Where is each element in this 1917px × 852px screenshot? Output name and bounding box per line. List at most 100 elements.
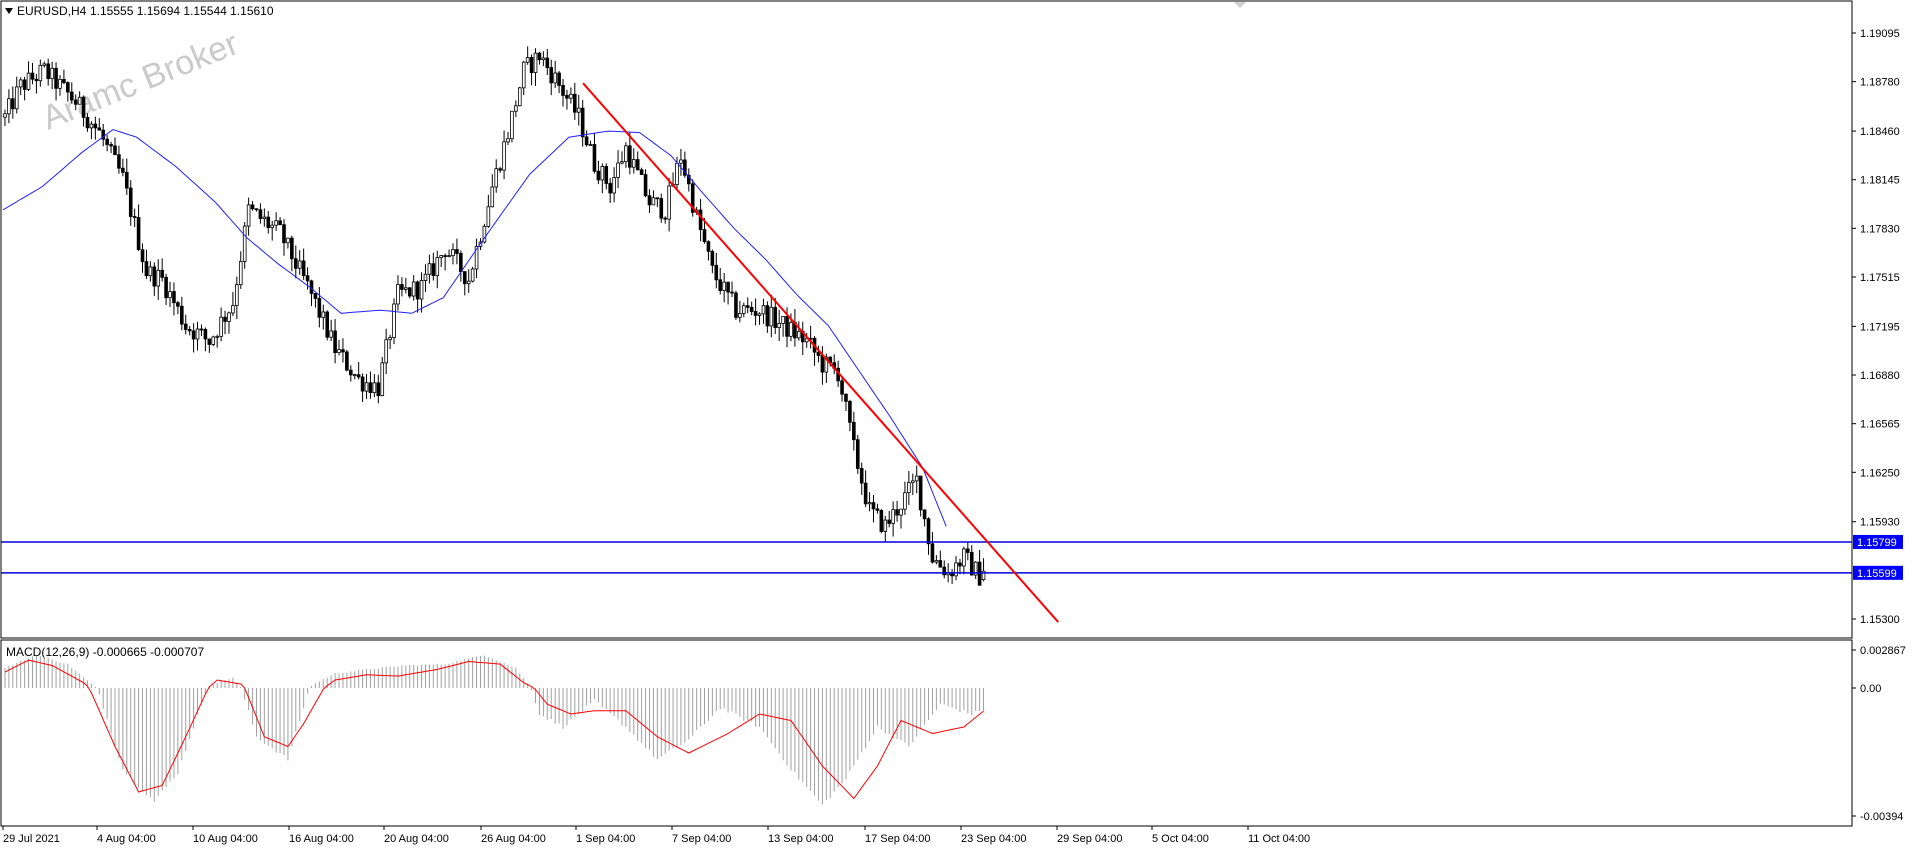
candle-body bbox=[954, 562, 958, 577]
price-candle bbox=[867, 492, 872, 512]
candle-body bbox=[223, 316, 227, 322]
candle-body bbox=[278, 220, 282, 226]
candle-body bbox=[427, 263, 432, 275]
price-candle bbox=[561, 78, 565, 107]
level-price-tag bbox=[1853, 565, 1903, 580]
candle-body bbox=[235, 284, 239, 306]
price-candle bbox=[584, 130, 589, 147]
candle-body bbox=[977, 561, 982, 586]
price-axis[interactable]: 1.19095 1.18780 1.18460 1.18145 1.17830 1.175… bbox=[1852, 28, 1900, 626]
price-candle bbox=[466, 269, 471, 293]
price-candle bbox=[242, 222, 247, 269]
candle-body bbox=[962, 548, 966, 567]
price-candle bbox=[596, 160, 601, 185]
candle-body bbox=[451, 249, 455, 257]
price-candle bbox=[910, 473, 915, 496]
candle-body bbox=[81, 96, 86, 118]
candle-body bbox=[349, 369, 353, 376]
price-candle bbox=[863, 470, 868, 508]
price-candle bbox=[250, 201, 255, 211]
candle-body bbox=[262, 216, 267, 220]
candle-body bbox=[639, 169, 644, 175]
candle-body bbox=[521, 61, 526, 89]
price-candle bbox=[254, 208, 259, 212]
candle-body bbox=[910, 480, 915, 484]
candle-body bbox=[242, 225, 247, 262]
candle-body bbox=[274, 220, 278, 226]
price-candle bbox=[93, 116, 98, 140]
candle-body bbox=[443, 255, 447, 258]
price-candle bbox=[360, 373, 365, 402]
price-candle bbox=[180, 296, 184, 331]
price-candle bbox=[706, 240, 711, 261]
candle-body bbox=[455, 249, 459, 254]
macd-tick-label: 0.00 bbox=[1860, 683, 1881, 695]
price-tick-label: 1.18145 bbox=[1860, 175, 1900, 187]
trendline-layer[interactable] bbox=[582, 82, 1059, 623]
symbol-dropdown-icon[interactable] bbox=[5, 8, 13, 14]
candle-body bbox=[930, 543, 935, 563]
time-axis[interactable]: 29 Jul 2021 4 Aug 04:00 10 Aug 04:00 16 Aug… bbox=[2, 826, 1310, 845]
candle-body bbox=[191, 330, 196, 340]
time-tick-label: 10 Aug 04:00 bbox=[193, 833, 258, 845]
price-candle bbox=[411, 275, 416, 301]
candle-body bbox=[840, 380, 844, 395]
price-candle bbox=[66, 81, 70, 102]
price-candle bbox=[698, 198, 703, 242]
price-tick-label: 1.15300 bbox=[1860, 614, 1900, 626]
price-series bbox=[3, 46, 986, 586]
price-candle bbox=[325, 310, 330, 341]
candle-body bbox=[514, 105, 518, 112]
price-tick-label: 1.16880 bbox=[1860, 370, 1900, 382]
price-candle bbox=[549, 59, 554, 96]
candle-body bbox=[651, 197, 656, 206]
macd-tick-label: -0.00394 bbox=[1860, 811, 1903, 823]
candle-body bbox=[887, 519, 892, 524]
candle-body bbox=[34, 78, 39, 82]
candle-body bbox=[797, 331, 801, 339]
price-candle bbox=[54, 62, 58, 101]
price-candle bbox=[176, 300, 180, 315]
candle-body bbox=[749, 306, 754, 312]
candle-body bbox=[903, 492, 907, 510]
price-candle bbox=[907, 470, 911, 505]
price-candle bbox=[494, 159, 499, 193]
price-candle bbox=[608, 177, 612, 203]
candle-body bbox=[376, 382, 381, 397]
candle-body bbox=[824, 356, 829, 373]
price-candle bbox=[352, 373, 357, 380]
candle-body bbox=[329, 330, 333, 338]
candle-body bbox=[482, 225, 487, 243]
candle-body bbox=[459, 253, 463, 272]
price-candle bbox=[800, 321, 805, 356]
price-candle bbox=[58, 75, 62, 96]
price-candle bbox=[557, 71, 561, 93]
candle-body bbox=[396, 284, 400, 305]
candle-body bbox=[282, 224, 286, 244]
candle-body bbox=[109, 144, 113, 147]
time-tick-label: 29 Sep 04:00 bbox=[1057, 833, 1122, 845]
price-candle bbox=[415, 280, 420, 313]
candle-body bbox=[85, 116, 90, 129]
price-candle bbox=[140, 243, 145, 273]
candle-body bbox=[270, 224, 275, 229]
price-candle bbox=[482, 223, 487, 244]
time-tick-label: 4 Aug 04:00 bbox=[97, 833, 156, 845]
price-candle bbox=[569, 87, 573, 104]
candle-body bbox=[89, 123, 94, 129]
price-candle bbox=[592, 132, 597, 174]
price-candle bbox=[565, 89, 569, 110]
candle-body bbox=[510, 110, 514, 140]
horizontal-levels[interactable]: 1.15799 1.15599 bbox=[1, 534, 1903, 580]
price-candle bbox=[211, 335, 216, 347]
price-tick-label: 1.17515 bbox=[1860, 272, 1900, 284]
candle-body bbox=[360, 376, 365, 392]
price-candle bbox=[128, 180, 133, 226]
price-candle bbox=[710, 249, 715, 274]
price-candle bbox=[525, 46, 530, 65]
candle-body bbox=[415, 281, 420, 300]
macd-tick-label: 0.002867 bbox=[1860, 645, 1906, 657]
candle-body bbox=[203, 329, 208, 340]
